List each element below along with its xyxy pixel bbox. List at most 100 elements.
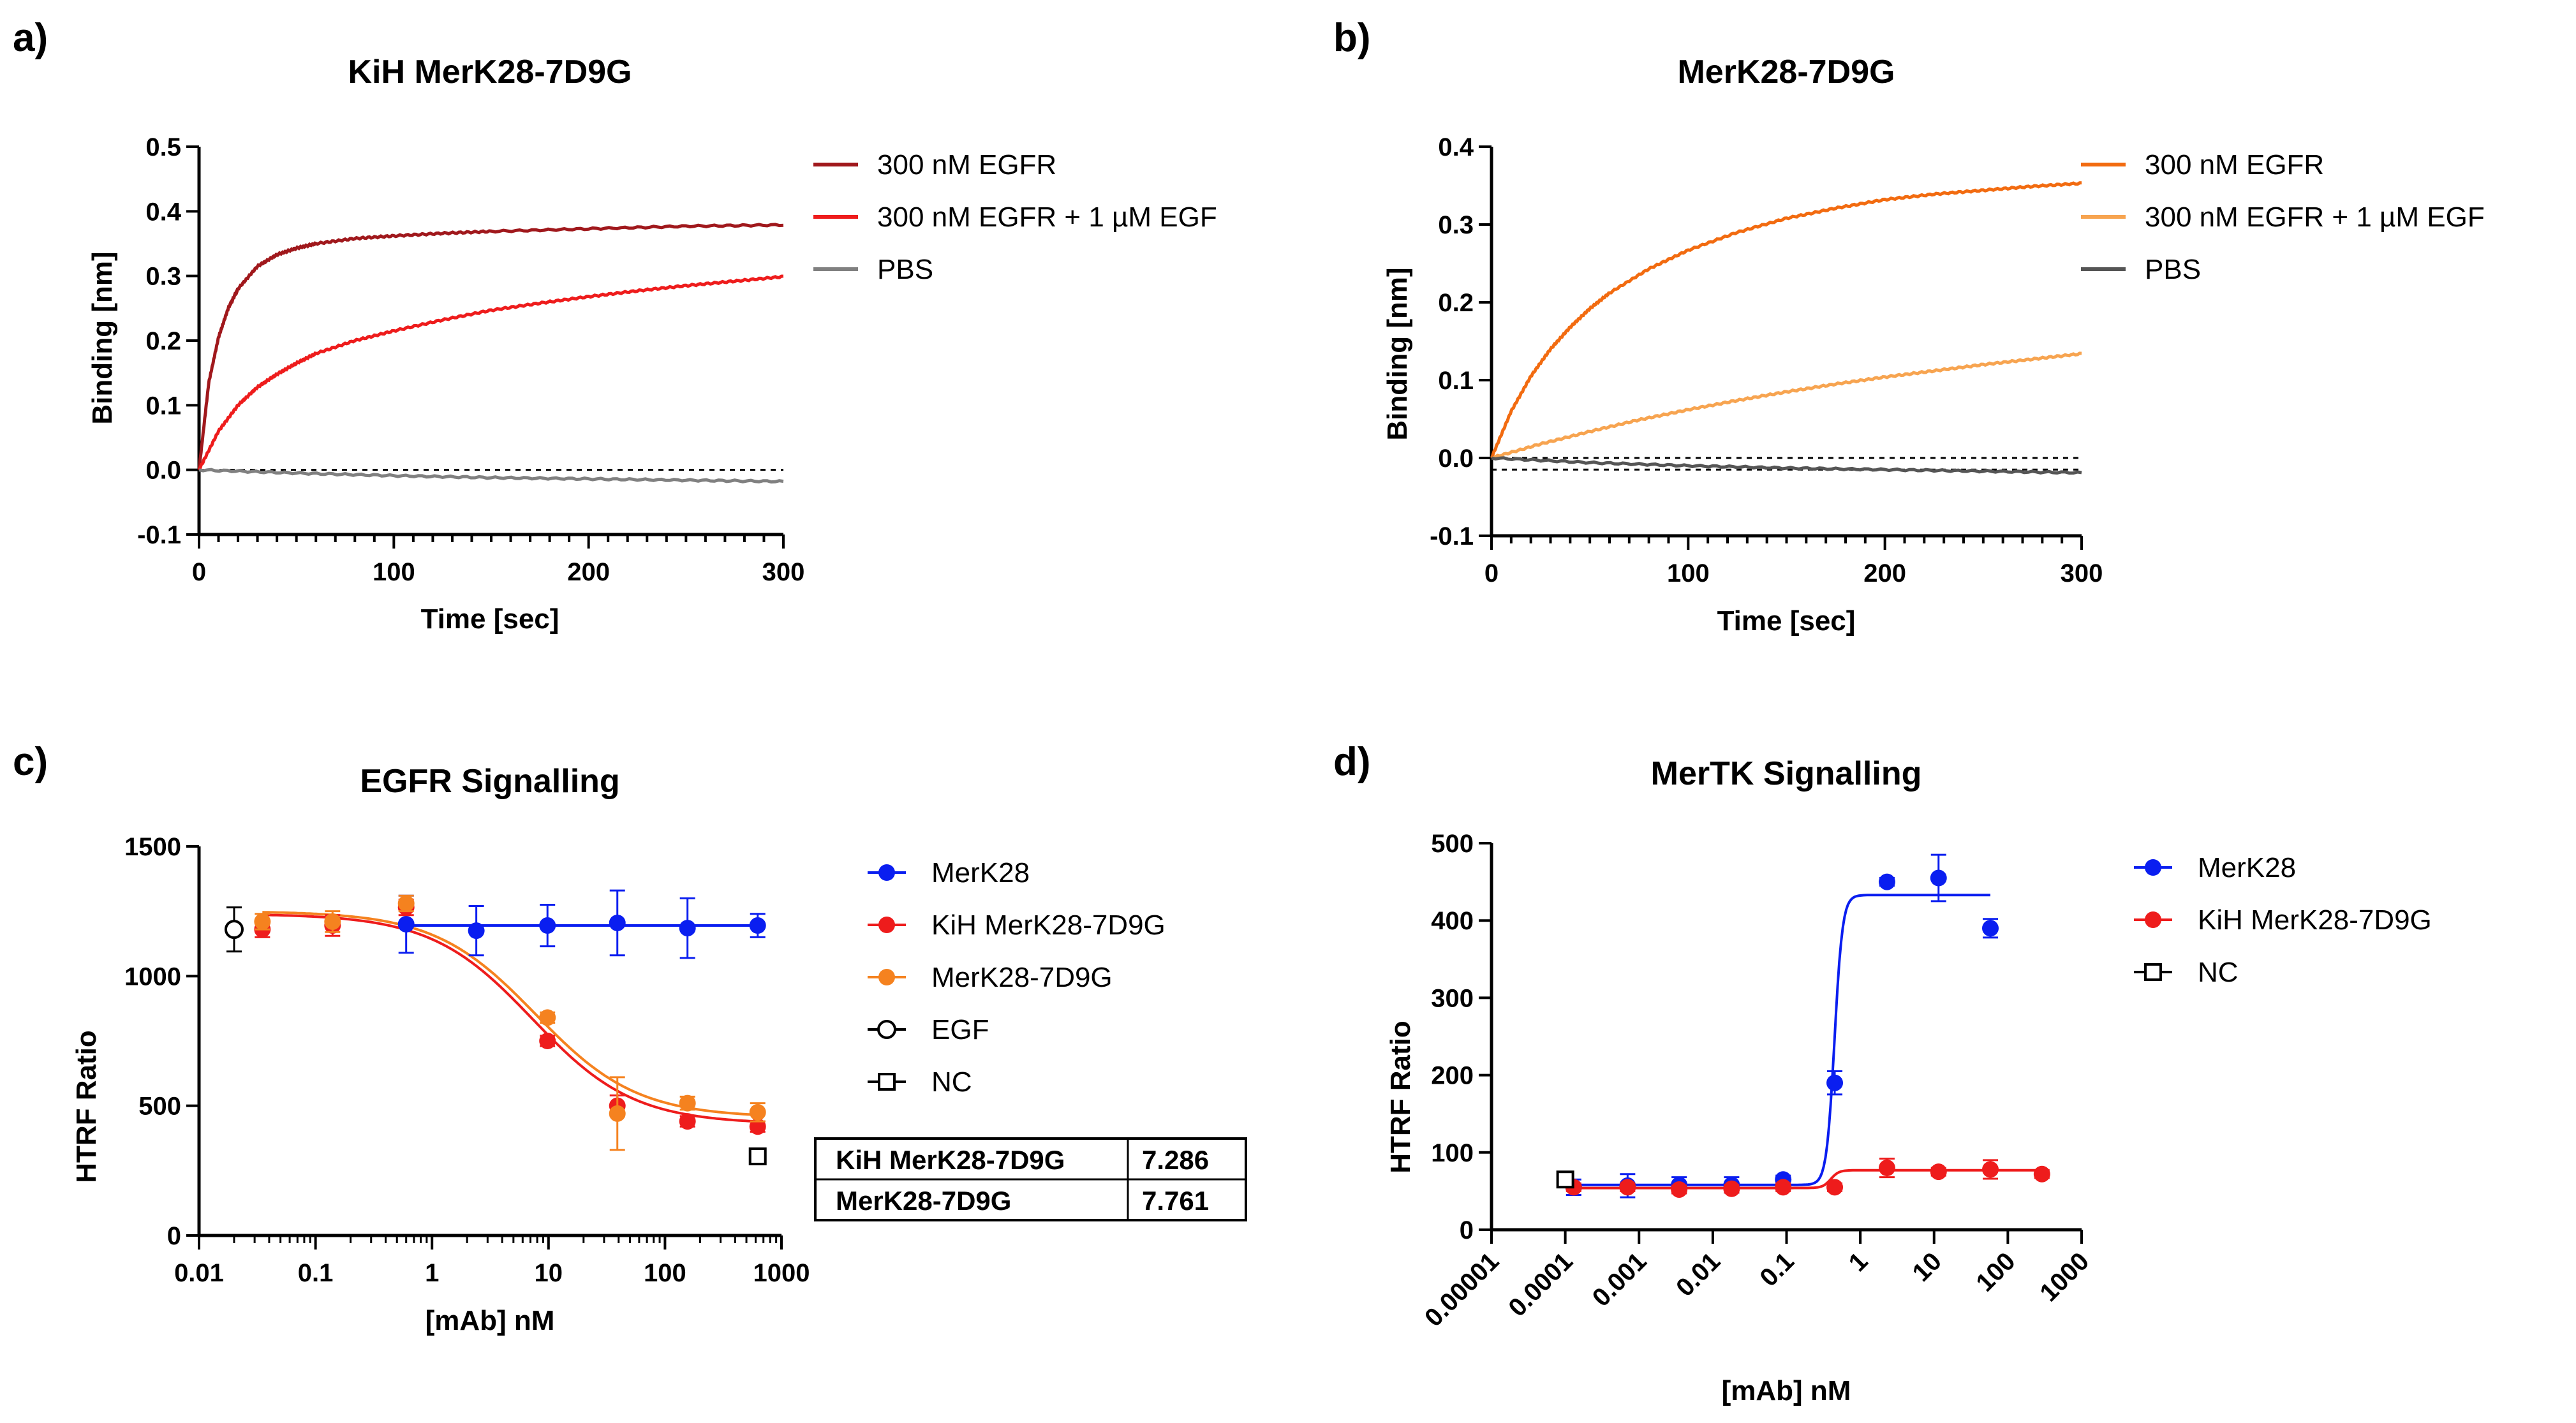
y-axis-label-a: Binding [nm] <box>87 251 118 424</box>
plot-area-a: -0.1 0.0 0.1 0.2 0.3 0.4 0.5 0 100 200 300 300 nM E… <box>137 133 1217 586</box>
fit-curve <box>262 911 758 1116</box>
series-line <box>198 468 784 484</box>
x-tick-label: 0.01 <box>1671 1247 1726 1302</box>
data-point <box>609 914 626 931</box>
x-axis-label-a: Time [sec] <box>421 603 559 635</box>
data-point <box>1723 1180 1740 1197</box>
data-point <box>749 1103 766 1121</box>
x-tick-label: 0.0001 <box>1503 1247 1578 1322</box>
legend-label: PBS <box>2145 254 2201 285</box>
y-tick-label: 0.4 <box>145 198 181 226</box>
data-point <box>1619 1179 1636 1196</box>
panel-d: d) MerTK Signalling [mAb] nM HTRF Ratio … <box>1333 740 2432 1406</box>
y-tick-label: 0.4 <box>1438 133 1474 161</box>
x-tick-label: 0 <box>1484 559 1499 587</box>
plot-area-b: -0.1 0.0 0.1 0.2 0.3 0.4 0 100 200 300 300 nM EGFR… <box>1430 133 2485 587</box>
legend-label: 300 nM EGFR <box>2145 149 2324 181</box>
data-point <box>749 1118 766 1135</box>
legend-label: NC <box>2198 957 2239 988</box>
table-row-value: 7.761 <box>1142 1186 1209 1216</box>
y-tick-label: 300 <box>1431 984 1474 1012</box>
data-point <box>397 895 415 912</box>
series-line <box>1491 351 2082 460</box>
panel-b: b) MerK28-7D9G Time [sec] Binding [nm] -… <box>1333 16 2485 637</box>
legend-a: 300 nM EGFR 300 nM EGFR + 1 µM EGF PBS <box>813 149 1217 285</box>
y-tick-label: 0 <box>1460 1216 1474 1244</box>
data-point <box>1775 1179 1792 1196</box>
series-line <box>198 274 784 471</box>
data-point <box>2033 1165 2050 1183</box>
legend-label: 300 nM EGFR + 1 µM EGF <box>2145 202 2485 233</box>
data-point <box>1671 1181 1688 1198</box>
data-point <box>1878 1160 1895 1177</box>
x-tick-label: 10 <box>535 1259 563 1287</box>
y-tick-label: 0.3 <box>1438 211 1474 239</box>
legend-label: KiH MerK28-7D9G <box>2198 904 2432 936</box>
data-point <box>1930 1163 1947 1181</box>
y-tick-label: 1000 <box>124 962 181 991</box>
y-axis-label-d: HTRF Ratio <box>1385 1021 1416 1174</box>
legend-marker <box>878 864 895 881</box>
data-point <box>1826 1074 1844 1091</box>
data-point <box>224 920 244 940</box>
data-point <box>679 1095 696 1112</box>
x-tick-label: 100 <box>644 1259 686 1287</box>
data-point <box>1826 1179 1844 1196</box>
panel-c: c) EGFR Signalling [mAb] nM HTRF Ratio 0… <box>13 740 1247 1336</box>
x-tick-label: 1 <box>425 1259 439 1287</box>
x-axis-label-b: Time [sec] <box>1717 605 1856 637</box>
x-tick-label: 200 <box>567 558 610 586</box>
x-tick-label: 200 <box>1863 559 1906 587</box>
chart-title-b: MerK28-7D9G <box>1677 54 1895 91</box>
legend-c: MerK28 KiH MerK28-7D9G MerK28-7D9G EGF NC <box>868 857 1166 1098</box>
plot-area-c: 0 500 1000 1500 0.01 0.1 1 10 100 1000 MerK28 KiH M… <box>124 833 1166 1287</box>
y-tick-label: 0.2 <box>145 327 181 355</box>
data-point <box>1556 1170 1574 1189</box>
panel-label-c: c) <box>13 740 48 784</box>
data-point <box>749 917 766 934</box>
series-line <box>197 223 784 471</box>
fit-curve <box>1573 1169 2042 1190</box>
table-row-label: KiH MerK28-7D9G <box>836 1145 1065 1175</box>
y-tick-label: 1500 <box>124 833 181 861</box>
x-tick-label: 100 <box>1667 559 1710 587</box>
y-tick-label: 0.0 <box>1438 445 1474 473</box>
legend-marker <box>878 969 895 985</box>
legend-label: MerK28 <box>931 857 1030 888</box>
y-tick-label: 400 <box>1431 907 1474 935</box>
data-point <box>609 1105 626 1122</box>
table-row-label: MerK28-7D9G <box>836 1186 1011 1216</box>
data-point <box>679 920 696 937</box>
y-tick-label: -0.1 <box>137 521 181 549</box>
data-point <box>468 922 485 940</box>
fit-curve <box>1573 894 1990 1186</box>
data-point <box>1982 920 1999 937</box>
x-axis-label-c: [mAb] nM <box>426 1305 555 1336</box>
x-tick-label: 0.01 <box>174 1259 224 1287</box>
y-axis-label-c: HTRF Ratio <box>71 1030 102 1183</box>
data-point <box>748 1147 767 1165</box>
panel-label-d: d) <box>1333 740 1371 784</box>
x-tick-label: 100 <box>1971 1247 2020 1297</box>
legend-label: NC <box>931 1066 972 1098</box>
x-tick-label: 10 <box>1907 1247 1948 1287</box>
panel-label-b: b) <box>1333 16 1371 60</box>
legend-marker <box>2145 911 2161 928</box>
y-tick-label: 200 <box>1431 1062 1474 1090</box>
data-point <box>324 913 341 930</box>
legend-label: 300 nM EGFR + 1 µM EGF <box>877 202 1217 233</box>
x-tick-label: 1 <box>1844 1247 1874 1277</box>
x-tick-label: 0 <box>192 558 206 586</box>
fit-curve <box>262 913 758 1123</box>
data-point <box>679 1113 696 1130</box>
chart-title-d: MerTK Signalling <box>1651 755 1922 792</box>
chart-title-c: EGFR Signalling <box>360 763 619 800</box>
x-axis-label-d: [mAb] nM <box>1722 1375 1851 1406</box>
legend-label: KiH MerK28-7D9G <box>931 910 1166 941</box>
x-tick-label: 300 <box>762 558 805 586</box>
x-tick-label: 0.1 <box>298 1259 334 1287</box>
data-point <box>539 917 556 934</box>
panel-label-a: a) <box>13 16 48 60</box>
legend-label: EGF <box>931 1014 989 1045</box>
legend-marker <box>2145 859 2161 876</box>
